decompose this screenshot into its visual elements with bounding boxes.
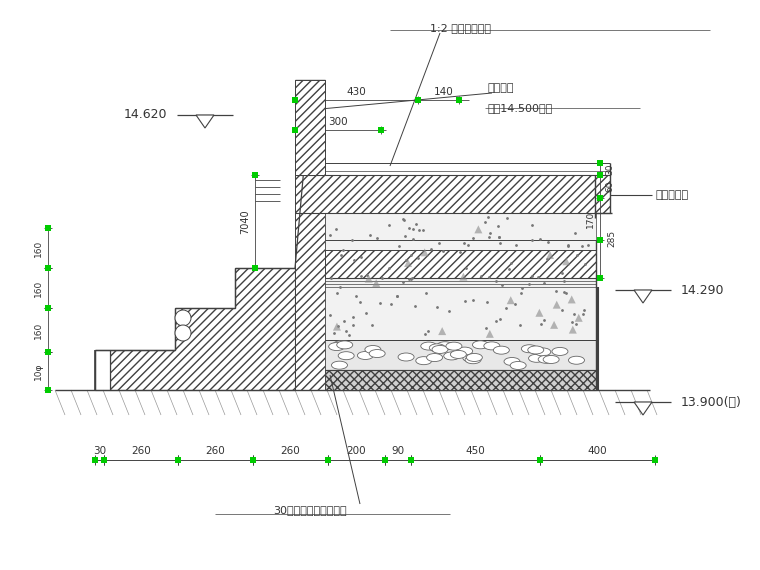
Ellipse shape xyxy=(543,356,559,364)
Ellipse shape xyxy=(429,344,445,352)
Ellipse shape xyxy=(484,342,500,350)
Circle shape xyxy=(175,325,191,341)
Ellipse shape xyxy=(535,348,551,356)
Polygon shape xyxy=(196,115,214,128)
Ellipse shape xyxy=(444,352,460,360)
Text: 160: 160 xyxy=(33,279,43,296)
Text: 170: 170 xyxy=(585,210,594,227)
Ellipse shape xyxy=(521,345,537,353)
Ellipse shape xyxy=(527,346,543,354)
Text: 14.620: 14.620 xyxy=(123,108,167,121)
Polygon shape xyxy=(372,279,380,287)
Ellipse shape xyxy=(357,352,373,360)
Polygon shape xyxy=(550,321,558,329)
Polygon shape xyxy=(486,330,494,338)
Ellipse shape xyxy=(504,357,520,365)
Polygon shape xyxy=(546,251,554,259)
Bar xyxy=(325,213,596,340)
Text: 素混凝土: 素混凝土 xyxy=(488,83,515,93)
Text: 160: 160 xyxy=(33,239,43,256)
Ellipse shape xyxy=(369,349,385,357)
Text: 450: 450 xyxy=(466,446,486,456)
Text: 90: 90 xyxy=(391,446,404,456)
Polygon shape xyxy=(439,327,446,335)
Ellipse shape xyxy=(467,353,483,361)
Text: 详屋面做法: 详屋面做法 xyxy=(655,190,688,200)
Text: 30: 30 xyxy=(606,163,615,175)
Bar xyxy=(295,80,325,390)
Ellipse shape xyxy=(473,341,489,349)
Bar xyxy=(295,175,610,213)
Text: 260: 260 xyxy=(131,446,150,456)
Bar xyxy=(55,390,655,415)
Ellipse shape xyxy=(337,341,353,349)
Text: 260: 260 xyxy=(280,446,300,456)
Text: 400: 400 xyxy=(587,446,607,456)
Polygon shape xyxy=(575,314,583,322)
Ellipse shape xyxy=(552,348,568,356)
Text: 300: 300 xyxy=(328,117,348,127)
Text: 260: 260 xyxy=(206,446,226,456)
Ellipse shape xyxy=(465,356,481,364)
Polygon shape xyxy=(568,295,576,303)
Text: 1:2 水泥沙浆抑面: 1:2 水泥沙浆抑面 xyxy=(430,23,491,33)
Text: 7040: 7040 xyxy=(240,209,250,234)
Polygon shape xyxy=(507,296,515,304)
Polygon shape xyxy=(568,325,577,333)
Polygon shape xyxy=(404,259,412,267)
Bar xyxy=(295,80,325,175)
Text: 160: 160 xyxy=(33,321,43,339)
Ellipse shape xyxy=(365,345,381,353)
Polygon shape xyxy=(421,249,429,256)
Ellipse shape xyxy=(568,356,584,364)
Bar xyxy=(325,340,596,370)
Ellipse shape xyxy=(451,351,467,359)
Ellipse shape xyxy=(421,342,437,350)
Ellipse shape xyxy=(338,352,354,360)
Ellipse shape xyxy=(432,345,448,353)
Text: 10φ: 10φ xyxy=(33,363,43,380)
Ellipse shape xyxy=(328,343,345,351)
Ellipse shape xyxy=(538,355,554,363)
Polygon shape xyxy=(474,225,483,233)
Polygon shape xyxy=(110,268,295,390)
Ellipse shape xyxy=(331,361,347,369)
Text: 填至14.500标高: 填至14.500标高 xyxy=(488,103,553,113)
Text: 60: 60 xyxy=(606,181,615,192)
Text: 14.290: 14.290 xyxy=(681,283,724,296)
Bar xyxy=(325,370,596,390)
Ellipse shape xyxy=(437,342,453,350)
Ellipse shape xyxy=(457,347,473,355)
Text: 200: 200 xyxy=(347,446,366,456)
Polygon shape xyxy=(459,272,467,280)
Ellipse shape xyxy=(510,361,526,369)
Ellipse shape xyxy=(416,357,432,365)
Bar xyxy=(95,350,110,390)
Text: 430: 430 xyxy=(347,87,366,97)
Ellipse shape xyxy=(446,342,462,350)
Polygon shape xyxy=(634,290,652,303)
Polygon shape xyxy=(333,323,341,331)
Ellipse shape xyxy=(528,355,545,363)
Polygon shape xyxy=(634,402,652,415)
Text: 30厚聚乙烯泡漸塑料条: 30厚聚乙烯泡漸塑料条 xyxy=(273,505,347,515)
Polygon shape xyxy=(535,309,543,317)
Text: 30: 30 xyxy=(93,446,106,456)
Ellipse shape xyxy=(493,346,509,354)
Text: 13.900(结): 13.900(结) xyxy=(681,396,742,409)
Circle shape xyxy=(175,310,191,326)
Text: 140: 140 xyxy=(434,87,454,97)
Ellipse shape xyxy=(333,341,349,349)
Ellipse shape xyxy=(463,354,479,362)
Ellipse shape xyxy=(398,353,414,361)
Text: 60φ: 60φ xyxy=(179,317,188,332)
Polygon shape xyxy=(562,257,570,265)
Bar xyxy=(325,250,596,278)
Polygon shape xyxy=(365,275,372,283)
Ellipse shape xyxy=(426,353,442,361)
Text: 285: 285 xyxy=(607,230,616,247)
Polygon shape xyxy=(553,300,561,309)
